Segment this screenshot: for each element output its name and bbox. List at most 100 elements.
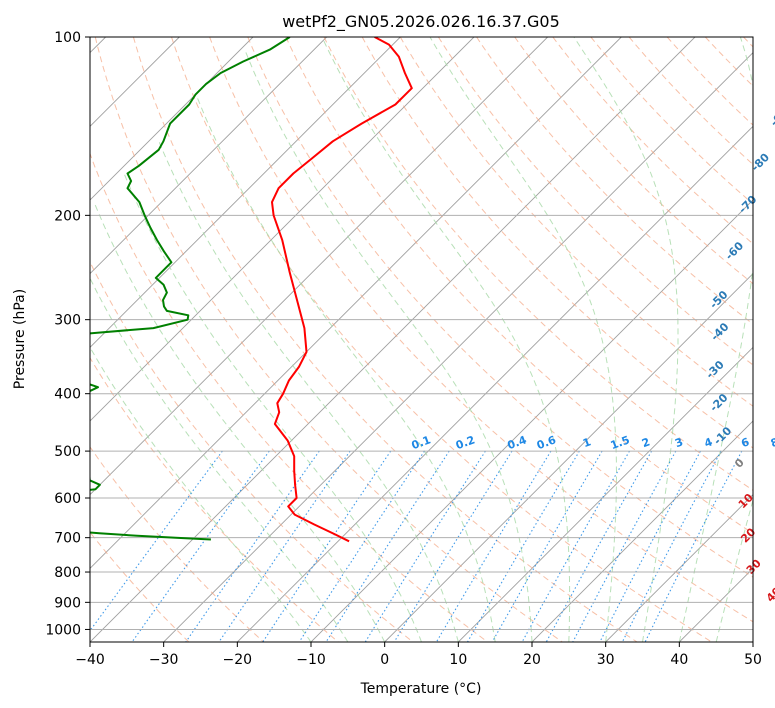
y-tick-label: 100: [54, 30, 81, 46]
isotherm-label: -70: [736, 193, 759, 216]
dry-adiabat: [743, 37, 753, 48]
x-tick-label: 0: [380, 652, 389, 668]
plot-frame: [89, 36, 754, 643]
mixing-ratio-label: 1.5: [609, 433, 632, 452]
x-axis-label: Temperature (°C): [360, 681, 482, 697]
mixing-ratio-label: 2: [640, 435, 652, 450]
x-tick-label: 50: [744, 652, 762, 668]
dry-adiabat: [247, 37, 753, 578]
moist-adiabat: [244, 49, 533, 642]
mixing-ratio-line: [325, 450, 450, 642]
moist-adiabat: [90, 346, 312, 642]
mixing-ratio-line: [185, 450, 320, 642]
dry-adiabat: [132, 37, 638, 642]
y-axis-label: Pressure (hPa): [12, 289, 28, 389]
mixing-ratio-label: 0.2: [454, 433, 477, 452]
isotherm-line: [90, 37, 622, 569]
dry-adiabat: [361, 37, 753, 449]
pressure-grid: [90, 37, 753, 630]
moist-adiabat-label: 40: [764, 584, 775, 604]
dry-adiabat: [90, 446, 264, 642]
x-tick-label: 20: [523, 652, 541, 668]
isotherm-label: -30: [703, 358, 726, 381]
dry-adiabat: [90, 152, 488, 642]
y-tick-label: 800: [54, 565, 81, 581]
dry-adiabat: [90, 260, 414, 642]
y-tick-label: 300: [54, 313, 81, 329]
isotherm-label: -50: [707, 288, 730, 311]
isotherm-line: [90, 37, 475, 422]
mixing-ratio-label: 4: [703, 435, 715, 450]
mixing-ratio-line: [435, 450, 552, 642]
y-tick-label: 900: [54, 595, 81, 611]
mixing-ratio-label: 0.4: [506, 433, 529, 452]
mixing-ratio-label: 0.6: [535, 433, 558, 452]
isotherm-line: [458, 346, 753, 642]
moist-adiabat: [93, 201, 386, 642]
isotherm-line: [90, 37, 327, 275]
x-tick-label: −40: [75, 652, 105, 668]
moist-adiabat: [429, 37, 617, 642]
x-axis-ticks: −40 −30 −20 −10 0 10 20 30 40 50: [75, 642, 762, 668]
isotherm-line: [90, 37, 696, 642]
mixing-ratio-line: [218, 450, 351, 642]
y-tick-label: 600: [54, 491, 81, 507]
chart-title: wetPf2_GN05.2026.026.16.37.G05: [282, 12, 560, 32]
mixing-ratio-label: 1: [581, 435, 593, 450]
mixing-ratio-line: [621, 450, 722, 642]
mixing-ratio-line: [131, 450, 270, 642]
x-tick-label: −20: [223, 652, 253, 668]
mixing-ratio-line: [572, 450, 677, 642]
x-tick-label: 30: [597, 652, 615, 668]
mixing-ratio-line: [90, 450, 223, 632]
dry-adiabat: [437, 37, 753, 366]
y-axis-ticks: 100 200 300 400 500 600 700 800 900 1000: [45, 30, 90, 638]
x-tick-label: −30: [149, 652, 179, 668]
y-tick-label: 400: [54, 387, 81, 403]
mixing-ratio-line: [393, 450, 513, 642]
isotherm-line: [605, 494, 753, 642]
mixing-ratio-line: [262, 450, 392, 642]
background-lines: [90, 37, 753, 642]
mixing-ratio-line: [364, 450, 486, 642]
isotherm-label: -90: [768, 106, 775, 129]
dry-adiabat: [323, 37, 753, 491]
x-tick-label: −10: [296, 652, 326, 668]
isotherm-line: [90, 37, 254, 201]
dry-adiabat: [552, 37, 753, 245]
mixing-ratio-label: 8: [769, 435, 775, 450]
dry-adiabat: [171, 37, 712, 642]
mixing-ratio-line: [545, 450, 653, 642]
series-line-green: [90, 37, 291, 541]
isotherm-label: -40: [708, 320, 731, 343]
mixing-ratio-line: [644, 450, 743, 642]
mixing-ratio-label: 0.1: [410, 433, 433, 452]
mixing-ratio-line: [491, 450, 603, 642]
isotherm-label: -60: [723, 239, 746, 262]
isotherm-line: [752, 641, 753, 642]
isotherm-line: [90, 37, 548, 496]
x-tick-label: 10: [449, 652, 467, 668]
mixing-ratio-line: [298, 450, 425, 642]
dry-adiabat: [90, 356, 339, 642]
moist-adiabat: [715, 498, 753, 642]
mixing-ratio-label: 3: [673, 435, 685, 450]
moist-adiabat: [678, 37, 753, 642]
series-line-red: [271, 37, 413, 543]
isotherm-line: [531, 420, 753, 642]
y-tick-label: 500: [54, 444, 81, 460]
moist-adiabat: [123, 173, 422, 642]
y-tick-label: 700: [54, 531, 81, 547]
isotherm-line: [163, 52, 753, 642]
isotherm-line: [237, 125, 753, 642]
isotherm-line: [384, 273, 753, 642]
profile-series: [90, 37, 413, 543]
isotherm-label: -80: [749, 150, 772, 173]
moist-adiabat: [321, 37, 571, 642]
isotherm-line: [90, 37, 401, 348]
mixing-ratio-label: 6: [739, 435, 751, 450]
dry-adiabat: [209, 37, 753, 623]
moist-adiabat: [195, 94, 496, 642]
moist-adiabat-label: 0: [732, 456, 747, 471]
